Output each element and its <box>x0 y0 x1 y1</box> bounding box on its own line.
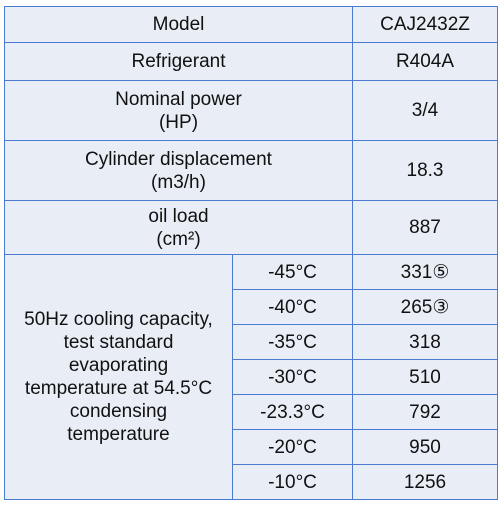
capacity-label-cell: 50Hz cooling capacity, test standard evapo… <box>4 254 233 500</box>
value-cell: 950 <box>352 429 498 465</box>
row: Refrigerant R404A <box>4 42 498 81</box>
temperature-cell: -40°C <box>232 289 353 325</box>
row: Nominal power (HP) 3/4 <box>4 80 498 141</box>
row: -20°C 950 <box>5 429 498 465</box>
row: 50Hz cooling capacity, test standard evapo… <box>4 254 498 500</box>
temperature-cell: -45°C <box>232 254 353 290</box>
row: -40°C 265③ <box>5 289 498 325</box>
label-cell: oil load (cm²) <box>4 200 353 255</box>
label-cell: Cylinder displacement (m3/h) <box>4 140 353 201</box>
label-line: temperature <box>67 424 170 445</box>
value-cell: 1256 <box>352 464 498 500</box>
label-line: condensing <box>69 401 168 422</box>
label-line: test standard <box>63 332 174 353</box>
row: -10°C 1256 <box>5 464 498 500</box>
label-line: evaporating <box>68 355 169 376</box>
label-cell: Nominal power (HP) <box>4 80 353 141</box>
temperature-cell: -23.3°C <box>232 394 353 430</box>
row: oil load (cm²) 887 <box>4 200 498 255</box>
label-line: (m3/h) <box>151 171 206 193</box>
label-line: oil load <box>148 205 209 227</box>
spec-table: Model CAJ2432Z Refrigerant R404A Nominal pow… <box>4 6 498 500</box>
value-cell: 510 <box>352 359 498 395</box>
value-cell: 318 <box>352 324 498 360</box>
label-line: 50Hz cooling capacity, <box>24 309 213 330</box>
label-cell: Refrigerant <box>4 42 353 81</box>
value-cell: 792 <box>352 394 498 430</box>
temperature-cell: -30°C <box>232 359 353 395</box>
temperature-cell: -10°C <box>232 464 353 500</box>
row: Cylinder displacement (m3/h) 18.3 <box>4 140 498 201</box>
row: -30°C 510 <box>5 359 498 395</box>
value-cell: R404A <box>352 42 498 81</box>
label-line: Nominal power <box>115 88 242 110</box>
label-line: Model <box>152 14 205 35</box>
value-cell: 265③ <box>352 289 498 325</box>
temperature-cell: -35°C <box>232 324 353 360</box>
value-cell: 331⑤ <box>352 254 498 290</box>
row: -23.3°C 792 <box>5 394 498 430</box>
label-line: temperature at 54.5°C <box>24 378 213 399</box>
label-line: (cm²) <box>156 228 201 250</box>
row: -35°C 318 <box>5 324 498 360</box>
value-cell: 18.3 <box>352 140 498 201</box>
label-line: Cylinder displacement <box>85 148 272 170</box>
label-cell: Model <box>4 6 353 43</box>
temperature-cell: -20°C <box>232 429 353 465</box>
value-cell: 3/4 <box>352 80 498 141</box>
value-cell: CAJ2432Z <box>352 6 498 43</box>
label-line: (HP) <box>158 111 199 133</box>
label-line: Refrigerant <box>131 51 226 72</box>
value-cell: 887 <box>352 200 498 255</box>
row: Model CAJ2432Z <box>4 6 498 43</box>
